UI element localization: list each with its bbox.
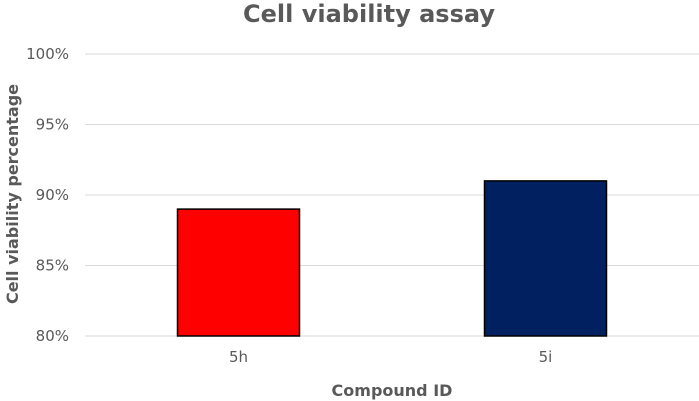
x-tick-label: 5h bbox=[229, 348, 248, 366]
y-tick-label: 85% bbox=[36, 257, 69, 275]
y-axis-tick-labels: 80% 85% 90% 95% 100% bbox=[26, 45, 69, 345]
y-tick-label: 100% bbox=[26, 45, 69, 63]
x-tick-label: 5i bbox=[539, 348, 553, 366]
bars bbox=[176, 180, 608, 337]
x-axis-tick-labels: 5h 5i bbox=[229, 348, 552, 366]
chart-title: Cell viability assay bbox=[243, 0, 495, 28]
bar-5i bbox=[483, 180, 608, 337]
y-axis-title: Cell viability percentage bbox=[3, 84, 22, 304]
y-tick-label: 80% bbox=[36, 327, 69, 345]
x-axis-title: Compound ID bbox=[332, 381, 453, 400]
y-tick-label: 90% bbox=[36, 186, 69, 204]
bar-5h bbox=[176, 208, 301, 337]
y-tick-label: 95% bbox=[36, 116, 69, 134]
